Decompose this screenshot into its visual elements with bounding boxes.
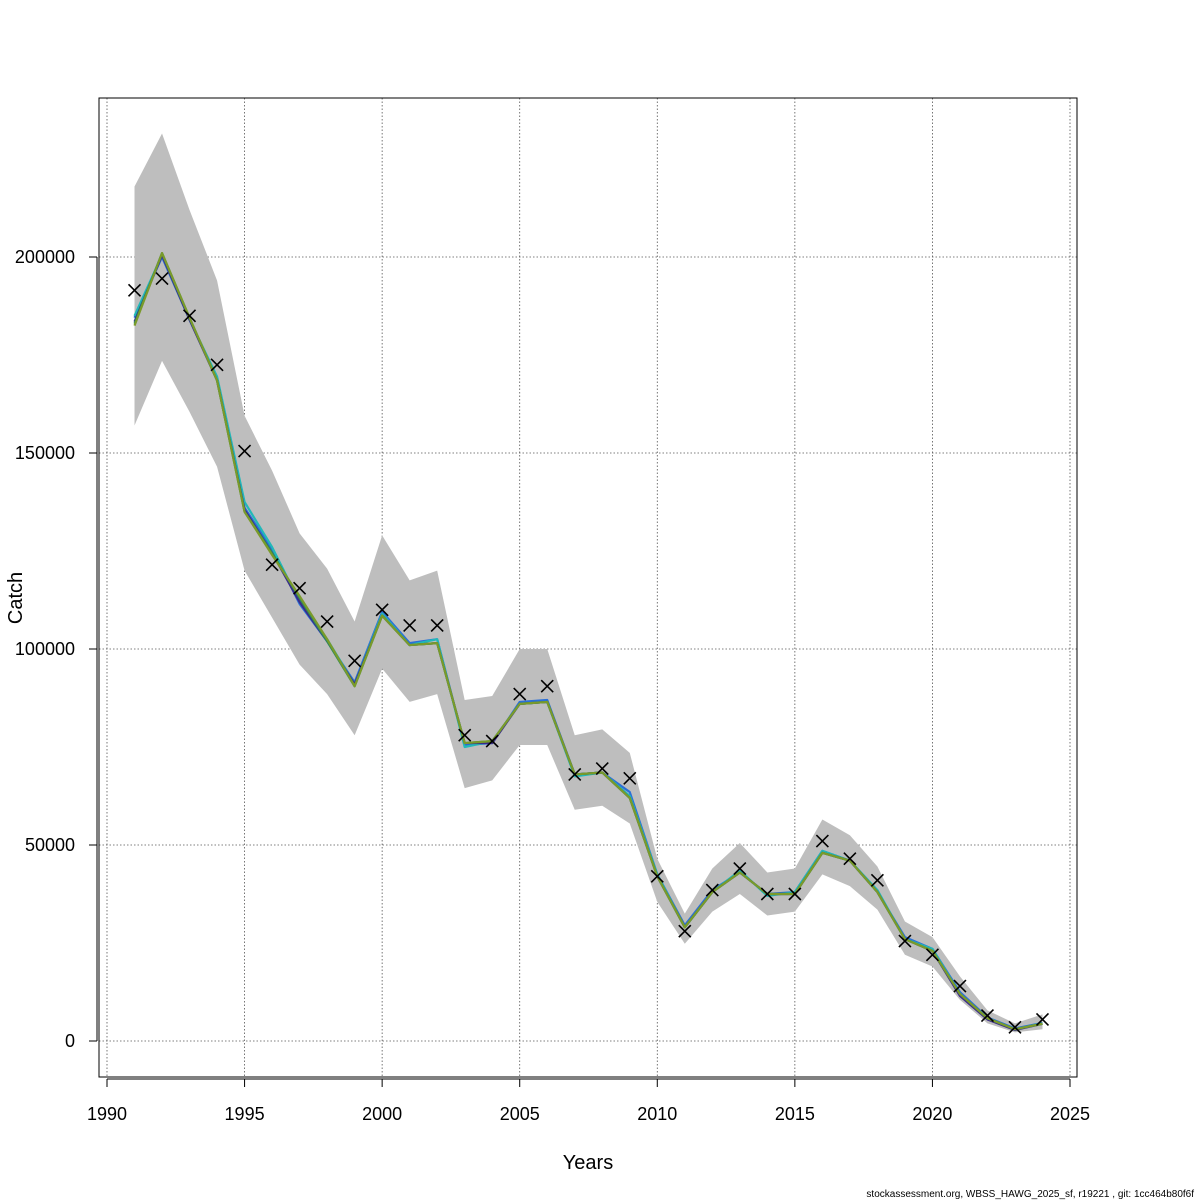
marker-stroke <box>182 309 197 323</box>
observed-point <box>458 728 472 742</box>
marker-stroke <box>760 887 774 901</box>
x-tick-label: 2015 <box>775 1104 815 1124</box>
marker-stroke <box>815 834 829 848</box>
marker-stroke <box>980 1008 995 1023</box>
marker-stroke <box>375 603 389 617</box>
observed-point <box>403 618 417 633</box>
observed-point <box>210 358 224 372</box>
observed-point <box>182 309 197 323</box>
marker-stroke <box>1008 1020 1022 1034</box>
grid-lines <box>99 98 1077 1077</box>
observed-point <box>870 873 884 887</box>
marker-stroke <box>485 734 499 748</box>
marker-stroke <box>623 771 637 785</box>
marker-stroke <box>540 679 554 693</box>
y-tick-label: 200000 <box>15 247 75 267</box>
x-tick-label: 2005 <box>500 1104 540 1124</box>
confidence-band-area <box>134 133 1043 1033</box>
marker-stroke <box>678 924 692 938</box>
observed-point <box>320 614 334 629</box>
marker-stroke <box>650 869 664 883</box>
marker-stroke <box>293 581 307 595</box>
marker-stroke <box>265 558 279 572</box>
observed-point <box>1035 1012 1050 1027</box>
marker-stroke <box>898 934 912 948</box>
y-axis-title: Catch <box>5 572 27 624</box>
marker-stroke <box>348 654 362 668</box>
series-line-3 <box>133 253 1043 1032</box>
marker-stroke <box>320 614 334 629</box>
observed-point <box>595 761 609 776</box>
marker-stroke <box>568 767 582 782</box>
confidence-band <box>134 133 1043 1033</box>
marker-stroke <box>843 852 857 866</box>
observed-point <box>348 654 362 668</box>
observed-point <box>265 558 279 572</box>
x-tick-label: 1990 <box>87 1104 127 1124</box>
observed-point <box>898 934 912 948</box>
marker-stroke <box>705 883 719 897</box>
marker-stroke <box>953 979 967 993</box>
marker-stroke <box>127 283 142 297</box>
observed-point <box>155 271 169 286</box>
observed-point <box>238 444 252 458</box>
observed-point <box>705 883 719 897</box>
observed-point <box>760 887 774 901</box>
observed-point <box>678 924 692 938</box>
marker-stroke <box>403 618 417 633</box>
y-tick-label: 50000 <box>25 835 75 855</box>
observed-point <box>733 861 747 876</box>
marker-stroke <box>595 761 609 776</box>
observed-point <box>540 679 554 693</box>
y-tick-label: 0 <box>65 1031 75 1051</box>
axes: 1990 1995 2000 2005 2010 2015 2020 2025 0 50000 10… <box>15 247 1090 1124</box>
observed-point <box>815 834 829 848</box>
marker-stroke <box>1035 1012 1050 1027</box>
marker-stroke <box>238 444 252 458</box>
marker-stroke <box>870 873 884 887</box>
y-tick-label: 150000 <box>15 443 75 463</box>
x-tick-label: 2010 <box>637 1104 677 1124</box>
observed-markers <box>127 271 1050 1034</box>
observed-point <box>980 1008 995 1023</box>
y-tick-label: 100000 <box>15 639 75 659</box>
marker-stroke <box>430 618 444 633</box>
marker-stroke <box>458 728 472 742</box>
series-line-1 <box>133 255 1043 1030</box>
observed-point <box>513 687 527 701</box>
observed-point <box>925 948 939 962</box>
fitted-series-lines <box>133 251 1043 1032</box>
x-tick-label: 2000 <box>362 1104 402 1124</box>
observed-point <box>843 852 857 866</box>
observed-point <box>568 767 582 782</box>
footer-note: stockassessment.org, WBSS_HAWG_2025_sf, … <box>866 1189 1194 1200</box>
marker-stroke <box>733 861 747 876</box>
x-axis-title: Years <box>563 1152 613 1174</box>
observed-point <box>623 771 637 785</box>
observed-point <box>953 979 967 993</box>
observed-point <box>485 734 499 748</box>
observed-point <box>127 283 142 297</box>
series-line-2 <box>133 253 1043 1031</box>
marker-stroke <box>210 358 224 372</box>
observed-point <box>1008 1020 1022 1034</box>
x-tick-label: 1995 <box>225 1104 265 1124</box>
marker-stroke <box>925 948 939 962</box>
observed-point <box>430 618 444 633</box>
marker-stroke <box>788 887 802 901</box>
series-line-5 <box>133 251 1043 1031</box>
marker-stroke <box>513 687 527 701</box>
plot-frame <box>98 97 1078 1078</box>
observed-point <box>788 887 802 901</box>
observed-point <box>293 581 307 595</box>
series-line-4 <box>133 251 1043 1031</box>
x-tick-label: 2020 <box>912 1104 952 1124</box>
observed-point <box>650 869 664 883</box>
x-tick-label: 2025 <box>1050 1104 1090 1124</box>
observed-point <box>375 603 389 617</box>
marker-stroke <box>155 271 169 286</box>
